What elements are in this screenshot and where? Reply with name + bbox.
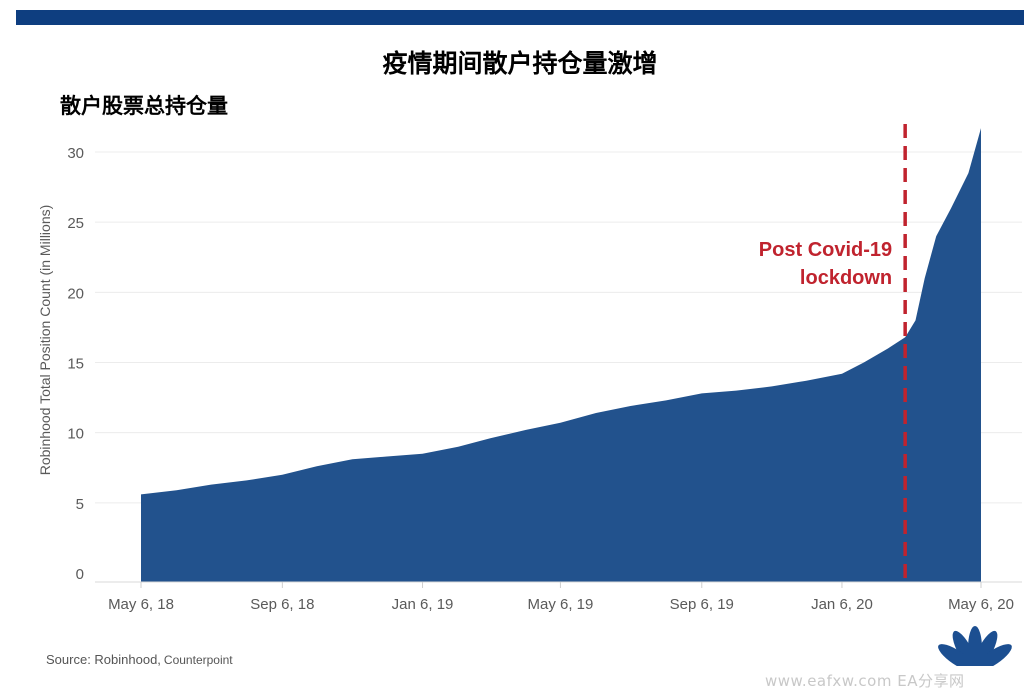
x-tick-label: May 6, 20	[948, 596, 1014, 613]
x-tick-label: Jan 6, 19	[392, 596, 454, 613]
y-tick-label: 25	[67, 215, 84, 232]
y-tick-label: 15	[67, 356, 84, 373]
y-tick-label: 5	[76, 496, 84, 513]
chart-subtitle: 散户股票总持仓量	[60, 94, 228, 118]
series-area	[141, 128, 981, 582]
watermark-text: www.eafxw.com EA分享网	[765, 672, 965, 690]
y-axis-ticks: 0 5 10 15 20 25 30	[67, 145, 84, 583]
x-tick-label: May 6, 19	[527, 596, 593, 613]
y-axis-label: Robinhood Total Position Count (in Milli…	[37, 205, 53, 476]
x-axis-ticks: May 6, 18 Sep 6, 18 Jan 6, 19 May 6, 19 Sep …	[108, 582, 1014, 613]
y-tick-label: 10	[67, 426, 84, 443]
x-tick-label: Jan 6, 20	[811, 596, 873, 613]
peacock-logo-icon	[930, 618, 1020, 688]
y-tick-label: 20	[67, 285, 84, 302]
page-title: 疫情期间散户持仓量激增	[382, 49, 658, 78]
y-tick-label: 0	[76, 566, 84, 583]
source-note: Source: Robinhood, Counterpoint	[46, 652, 233, 667]
annotation-label: Post Covid-19	[759, 239, 892, 261]
source-text: Source: Robinhood,	[46, 652, 161, 667]
source-secondary: Counterpoint	[163, 653, 233, 667]
x-tick-label: May 6, 18	[108, 596, 174, 613]
x-tick-label: Sep 6, 18	[250, 596, 314, 613]
annotation-group: Post Covid-19 lockdown	[759, 124, 907, 582]
annotation-label: lockdown	[800, 267, 892, 289]
x-tick-label: Sep 6, 19	[670, 596, 734, 613]
y-tick-label: 30	[67, 145, 84, 162]
top-banner-bar	[16, 10, 1024, 25]
